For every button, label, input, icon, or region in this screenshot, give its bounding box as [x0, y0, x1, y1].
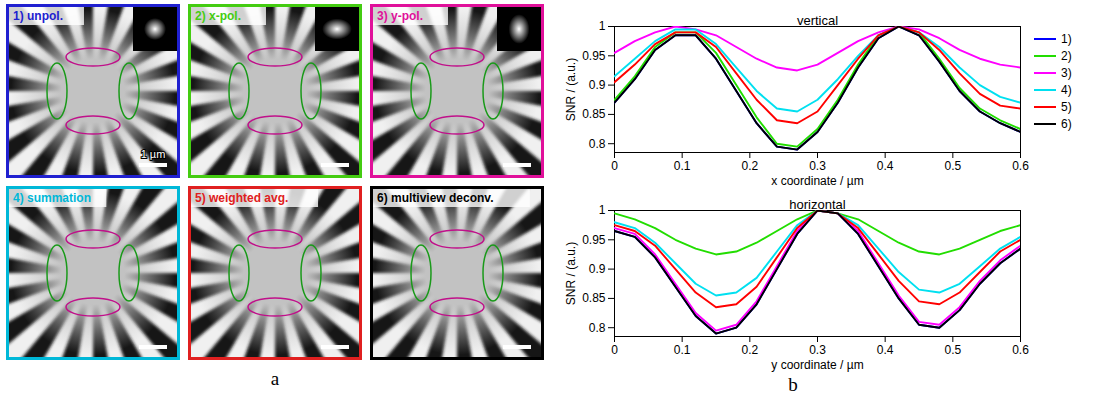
svg-text:0.3: 0.3	[809, 343, 826, 357]
svg-text:0.85: 0.85	[582, 291, 606, 305]
svg-text:0.9: 0.9	[589, 262, 606, 276]
svg-text:SNR / (a.u.): SNR / (a.u.)	[564, 58, 578, 121]
html-text:1): 1)	[1061, 31, 1072, 46]
svg-text:0.2: 0.2	[741, 159, 758, 173]
html-text:a: a	[270, 368, 280, 389]
svg-text:0.5: 0.5	[944, 159, 961, 173]
svg-text:1 µm: 1 µm	[141, 148, 166, 160]
svg-text:3) y-pol.: 3) y-pol.	[377, 9, 423, 23]
svg-text:SNR / (a.u.): SNR / (a.u.)	[564, 242, 578, 305]
svg-text:2) x-pol.: 2) x-pol.	[195, 9, 241, 23]
svg-text:0.8: 0.8	[589, 321, 606, 335]
html-text:3): 3)	[1061, 65, 1072, 80]
svg-text:0.8: 0.8	[589, 137, 606, 151]
svg-text:1) unpol.: 1) unpol.	[13, 9, 63, 23]
svg-text:0.6: 0.6	[1012, 159, 1029, 173]
svg-text:0: 0	[611, 343, 618, 357]
svg-text:0.1: 0.1	[674, 159, 691, 173]
svg-text:6) multiview deconv.: 6) multiview deconv.	[377, 191, 493, 205]
svg-text:0.85: 0.85	[582, 107, 606, 121]
svg-text:0.1: 0.1	[674, 343, 691, 357]
svg-text:vertical: vertical	[797, 13, 838, 28]
svg-text:0.95: 0.95	[582, 49, 606, 63]
svg-text:0.4: 0.4	[877, 159, 894, 173]
svg-text:0.95: 0.95	[582, 233, 606, 247]
html-text:5): 5)	[1061, 99, 1072, 114]
html-text:2): 2)	[1061, 48, 1072, 63]
svg-text:0.3: 0.3	[809, 159, 826, 173]
svg-text:0.2: 0.2	[741, 343, 758, 357]
svg-text:0.4: 0.4	[877, 343, 894, 357]
svg-text:1: 1	[599, 19, 606, 33]
svg-text:x coordinate / µm: x coordinate / µm	[771, 174, 863, 188]
svg-text:0.5: 0.5	[944, 343, 961, 357]
svg-text:0: 0	[611, 159, 618, 173]
svg-text:horizontal: horizontal	[789, 197, 845, 212]
svg-text:5) weighted avg.: 5) weighted avg.	[195, 191, 288, 205]
svg-text:1: 1	[599, 203, 606, 217]
svg-text:0.6: 0.6	[1012, 343, 1029, 357]
svg-text:4) summation: 4) summation	[13, 191, 91, 205]
html-text:4): 4)	[1061, 82, 1072, 97]
html-text:6): 6)	[1061, 116, 1072, 131]
svg-text:y coordinate / µm: y coordinate / µm	[771, 358, 863, 372]
html-text:b: b	[788, 374, 798, 395]
svg-text:0.9: 0.9	[589, 78, 606, 92]
